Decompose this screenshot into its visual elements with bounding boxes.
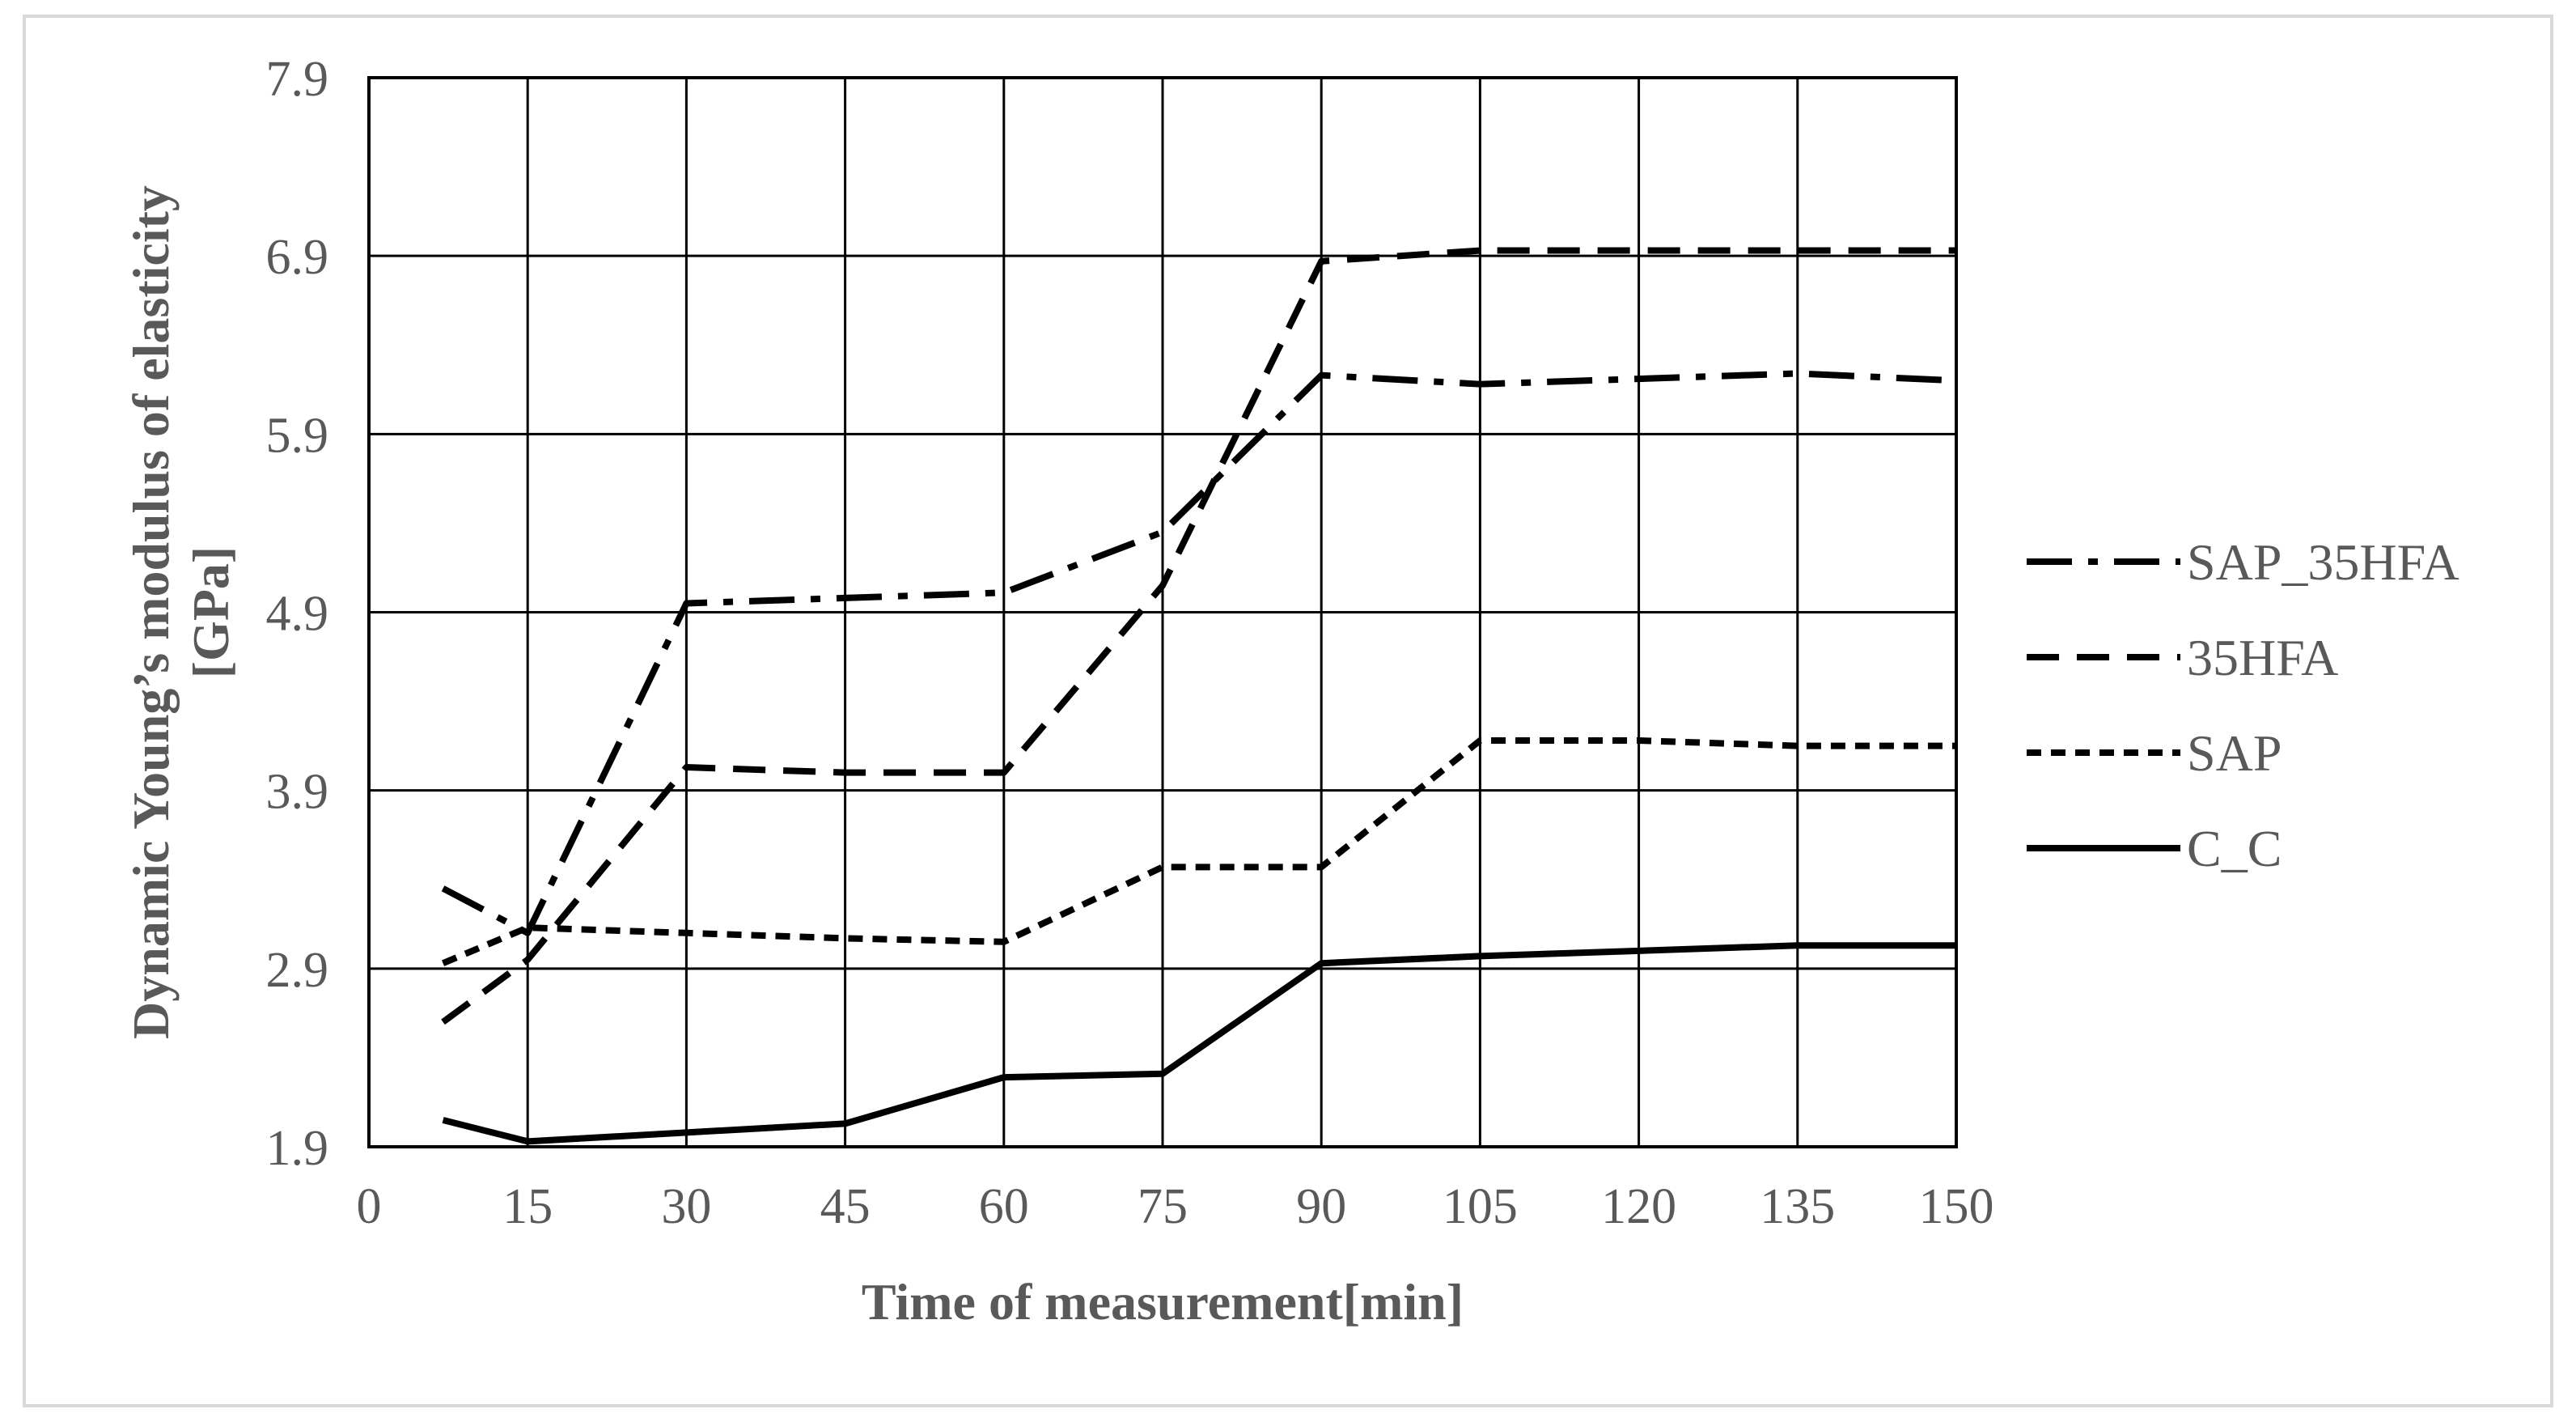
x-tick-label: 0: [357, 1179, 382, 1234]
series-line-35hfa: [441, 247, 1956, 1025]
plot-area-border: [367, 76, 1958, 1148]
x-tick-label: 150: [1919, 1179, 1994, 1234]
y-axis-title: Dynamic Young’s modulus of elasticity [G…: [122, 185, 239, 1039]
legend-label-c-c: C_C: [2187, 820, 2282, 877]
y-tick-label: 6.9: [266, 230, 329, 285]
x-tick-label: 30: [661, 1179, 711, 1234]
x-axis-ticks: 0 15 30 45 60 75 90 105 120 135 150: [357, 1179, 1994, 1234]
y-tick-label: 1.9: [266, 1121, 329, 1176]
legend: SAP_35HFA 35HFA SAP C_C: [2027, 533, 2459, 877]
y-axis-ticks: 1.9 2.9 3.9 4.9 5.9 6.9 7.9: [266, 52, 329, 1176]
y-tick-label: 2.9: [266, 943, 329, 998]
x-tick-label: 135: [1760, 1179, 1835, 1234]
legend-label-35hfa: 35HFA: [2187, 629, 2338, 686]
series-line-c-c: [442, 942, 1956, 1145]
x-tick-label: 60: [979, 1179, 1029, 1234]
x-tick-label: 15: [502, 1179, 553, 1234]
legend-label-sap-35hfa: SAP_35HFA: [2187, 533, 2459, 591]
x-tick-label: 105: [1443, 1179, 1518, 1234]
y-tick-label: 3.9: [266, 765, 329, 820]
y-axis-title-line-2: [GPa]: [182, 546, 239, 679]
y-axis-title-line-1: Dynamic Young’s modulus of elasticity: [122, 185, 180, 1039]
x-tick-label: 45: [820, 1179, 871, 1234]
y-tick-label: 4.9: [266, 587, 329, 642]
y-tick-label: 7.9: [266, 52, 329, 107]
x-axis-title: Time of measurement[min]: [862, 1273, 1464, 1331]
x-tick-label: 120: [1601, 1179, 1676, 1234]
y-tick-label: 5.9: [266, 408, 329, 463]
series-lines: [441, 247, 1957, 1145]
x-tick-label: 90: [1296, 1179, 1346, 1234]
series-line-sap: [442, 737, 1956, 966]
legend-label-sap: SAP: [2187, 724, 2282, 782]
chart-border: [23, 15, 2553, 1407]
x-tick-label: 75: [1138, 1179, 1188, 1234]
